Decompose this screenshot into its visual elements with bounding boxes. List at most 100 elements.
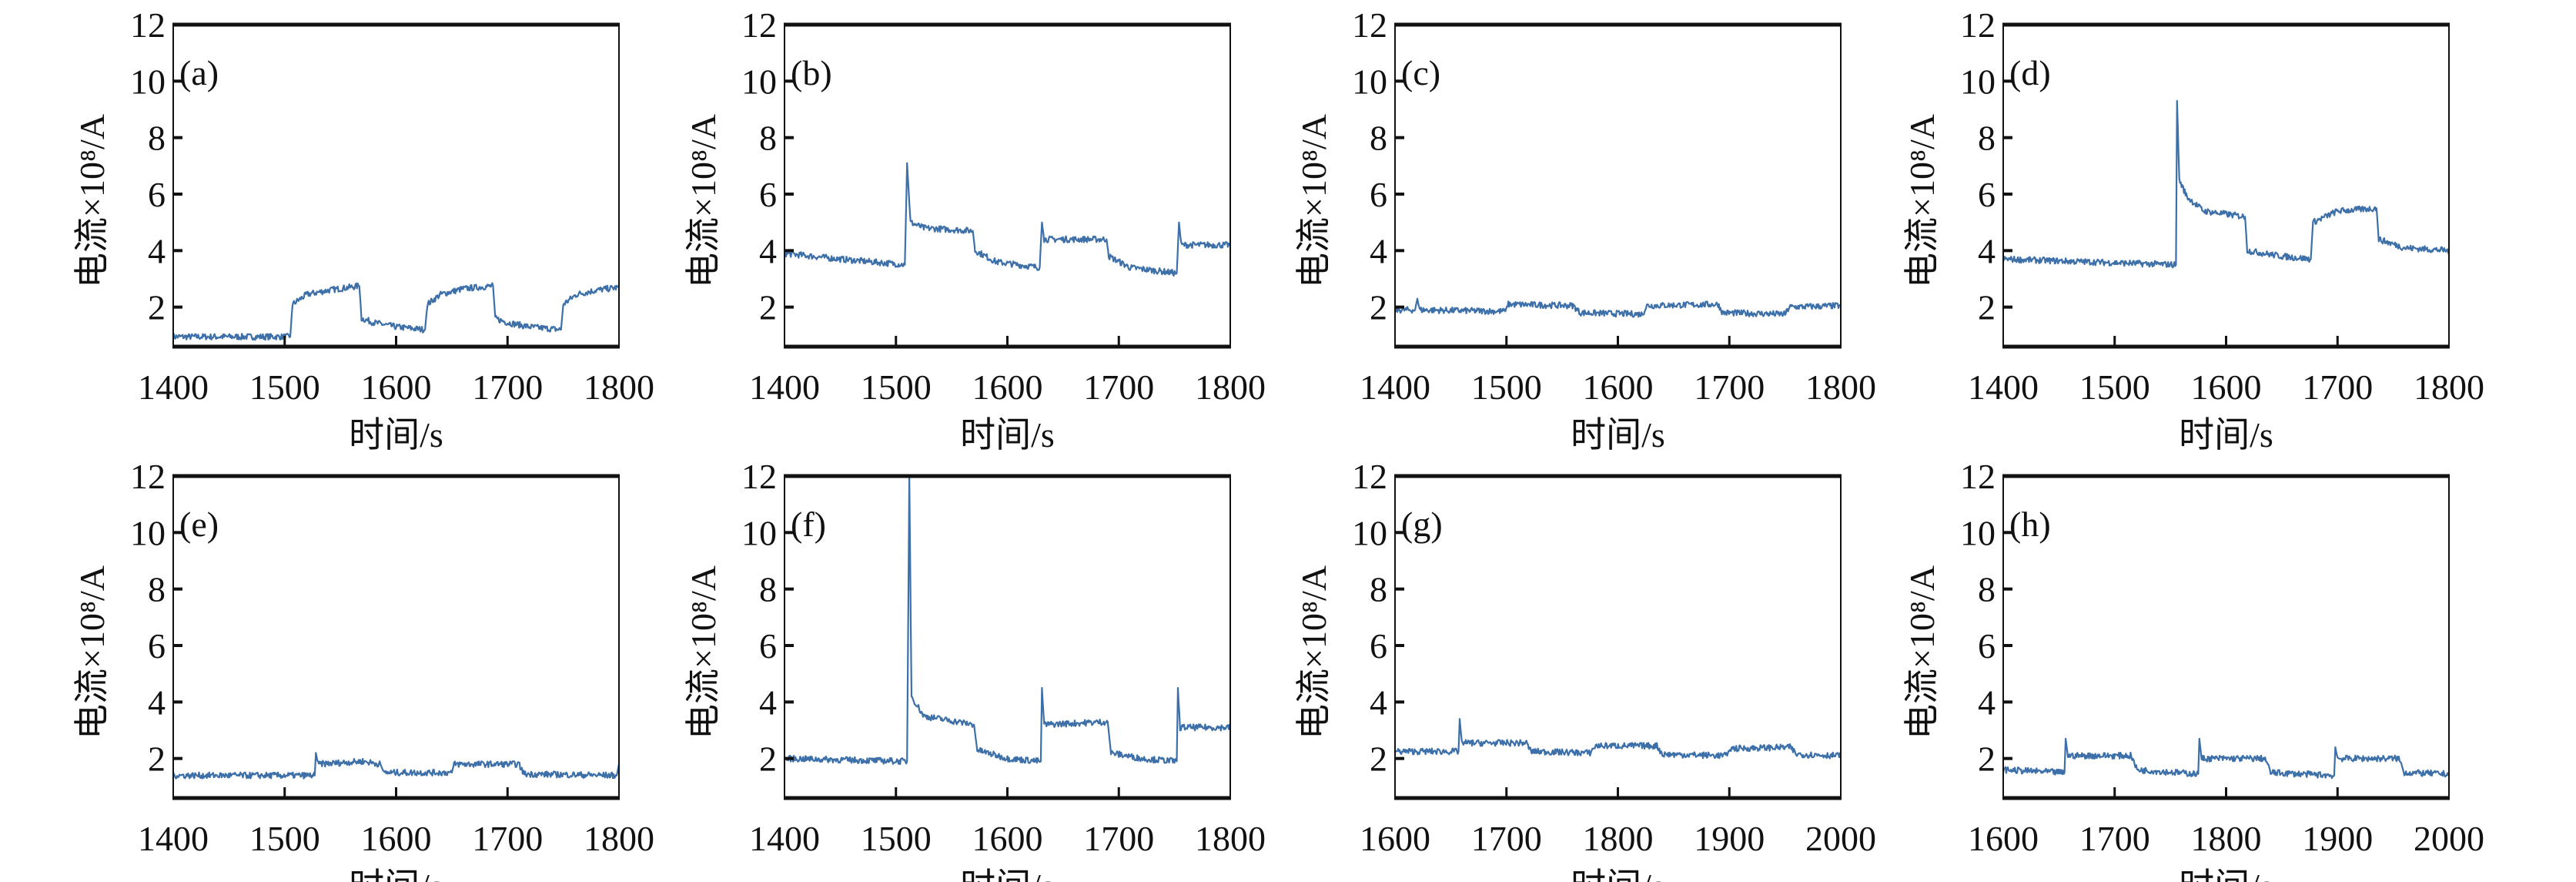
y-tick-label: 2 bbox=[759, 288, 777, 327]
y-tick-label: 8 bbox=[759, 570, 777, 609]
x-tick-label: 1600 bbox=[1360, 819, 1430, 858]
x-tick-label: 1800 bbox=[584, 819, 654, 858]
x-tick-label: 1800 bbox=[584, 367, 654, 407]
plot-frame bbox=[2002, 24, 2450, 347]
x-axis-label: 时间/s bbox=[960, 867, 1055, 882]
y-tick-label: 2 bbox=[1370, 288, 1387, 327]
y-tick-label: 8 bbox=[1370, 119, 1387, 158]
y-tick-label: 2 bbox=[1370, 739, 1387, 779]
y-axis-label: 电流×10⁸/A bbox=[1294, 565, 1333, 739]
x-tick-label: 1400 bbox=[138, 819, 209, 858]
y-tick-label: 12 bbox=[1960, 5, 1996, 45]
x-tick-label: 1500 bbox=[2079, 367, 2150, 407]
y-tick-label: 12 bbox=[741, 457, 777, 496]
x-tick-label: 1500 bbox=[861, 819, 932, 858]
x-tick-label: 1600 bbox=[972, 819, 1043, 858]
data-line bbox=[1393, 297, 1842, 318]
x-axis-label: 时间/s bbox=[2179, 867, 2273, 882]
x-tick-label: 1700 bbox=[472, 819, 543, 858]
y-tick-label: 4 bbox=[1370, 682, 1387, 722]
panel-a: 2 4 6 8 10 12 1400 1500 1600 1700 1800 时间/s 电流×10⁸/A… bbox=[72, 5, 654, 454]
y-tick-label: 4 bbox=[148, 682, 166, 722]
data-line bbox=[783, 475, 1232, 766]
panel-label: (d) bbox=[2009, 53, 2051, 92]
x-tick-label: 1600 bbox=[361, 819, 432, 858]
x-tick-label: 1600 bbox=[361, 367, 432, 407]
x-tick-label: 1700 bbox=[472, 367, 543, 407]
y-tick-label: 10 bbox=[1960, 62, 1996, 101]
panel-label: (e) bbox=[179, 505, 219, 544]
y-tick-label: 10 bbox=[741, 513, 777, 552]
y-tick-label: 12 bbox=[130, 5, 166, 45]
y-tick-label: 4 bbox=[1370, 231, 1387, 270]
y-tick-label: 10 bbox=[1960, 513, 1996, 552]
x-tick-label: 1400 bbox=[749, 819, 820, 858]
y-tick-label: 4 bbox=[759, 682, 777, 722]
y-tick-label: 8 bbox=[759, 119, 777, 158]
y-tick-label: 6 bbox=[759, 626, 777, 666]
y-tick-label: 8 bbox=[1978, 119, 1996, 158]
y-tick-label: 2 bbox=[148, 739, 166, 779]
y-axis-label: 电流×10⁸/A bbox=[1902, 114, 1942, 288]
y-tick-label: 10 bbox=[130, 513, 166, 552]
panel-b: 2 4 6 8 10 12 1400 1500 1600 1700 1800 时间/s 电流×10⁸/A… bbox=[684, 5, 1266, 454]
data-line bbox=[783, 162, 1231, 277]
plot-frame bbox=[2002, 475, 2450, 799]
panel-label: (a) bbox=[179, 53, 219, 92]
x-axis-label: 时间/s bbox=[960, 415, 1055, 454]
x-axis-label: 时间/s bbox=[2179, 415, 2273, 454]
x-tick-label: 1800 bbox=[2414, 367, 2484, 407]
panel-label: (c) bbox=[1401, 53, 1440, 92]
x-tick-label: 1700 bbox=[2302, 367, 2373, 407]
x-tick-label: 1700 bbox=[1083, 819, 1154, 858]
x-tick-label: 1900 bbox=[1694, 819, 1765, 858]
y-tick-label: 4 bbox=[1978, 231, 1996, 270]
panel-label: (f) bbox=[791, 505, 826, 544]
y-axis-label: 电流×10⁸/A bbox=[72, 114, 112, 288]
x-tick-label: 1500 bbox=[1471, 367, 1542, 407]
y-tick-label: 8 bbox=[148, 570, 166, 609]
x-tick-label: 1600 bbox=[972, 367, 1043, 407]
plot-frame bbox=[784, 475, 1231, 799]
x-tick-label: 1400 bbox=[1360, 367, 1430, 407]
panel-g: 2 4 6 8 10 12 1600 1700 1800 1900 2000 时间/s 电流×10⁸/A… bbox=[1294, 457, 1876, 882]
panel-c: 2 4 6 8 10 12 1400 1500 1600 1700 1800 时间/s 电流×10⁸/A… bbox=[1294, 5, 1876, 454]
data-line bbox=[2002, 99, 2451, 269]
y-tick-label: 10 bbox=[1352, 513, 1387, 552]
x-axis-label: 时间/s bbox=[1571, 415, 1665, 454]
y-tick-label: 10 bbox=[741, 62, 777, 101]
y-tick-label: 12 bbox=[1352, 457, 1387, 496]
panel-label: (b) bbox=[791, 53, 832, 92]
plot-frame bbox=[172, 24, 620, 347]
x-tick-label: 1400 bbox=[749, 367, 820, 407]
y-axis-label: 电流×10⁸/A bbox=[1902, 565, 1942, 739]
panel-e: 2 4 6 8 10 12 1400 1500 1600 1700 1800 时间/s 电流×10⁸/A… bbox=[72, 457, 654, 882]
y-tick-label: 6 bbox=[148, 626, 166, 666]
y-tick-label: 8 bbox=[148, 119, 166, 158]
y-tick-label: 8 bbox=[1370, 570, 1387, 609]
x-tick-label: 2000 bbox=[1805, 819, 1876, 858]
x-tick-label: 2000 bbox=[2414, 819, 2484, 858]
y-axis-label: 电流×10⁸/A bbox=[684, 565, 723, 739]
y-tick-label: 6 bbox=[1978, 175, 1996, 214]
data-line bbox=[172, 752, 621, 780]
panel-label: (g) bbox=[1401, 505, 1443, 544]
panel-f: 2 4 6 8 10 12 1400 1500 1600 1700 1800 时间/s 电流×10⁸/A… bbox=[684, 457, 1266, 882]
x-tick-label: 1700 bbox=[1083, 367, 1154, 407]
x-tick-label: 1600 bbox=[1968, 819, 2039, 858]
panel-h: 2 4 6 8 10 12 1600 1700 1800 1900 2000 时间/s 电流×10⁸/A… bbox=[1902, 457, 2484, 882]
y-tick-label: 2 bbox=[148, 288, 166, 327]
y-tick-label: 2 bbox=[1978, 288, 1996, 327]
plot-frame bbox=[784, 24, 1231, 347]
x-tick-label: 1800 bbox=[1583, 819, 1654, 858]
panel-label: (h) bbox=[2009, 505, 2051, 544]
y-tick-label: 10 bbox=[1352, 62, 1387, 101]
y-tick-label: 6 bbox=[1370, 626, 1387, 666]
plot-frame bbox=[172, 475, 620, 799]
x-tick-label: 1500 bbox=[861, 367, 932, 407]
y-tick-label: 12 bbox=[1960, 457, 1996, 496]
y-axis-label: 电流×10⁸/A bbox=[72, 565, 112, 739]
x-tick-label: 1800 bbox=[2191, 819, 2262, 858]
y-axis-label: 电流×10⁸/A bbox=[1294, 114, 1333, 288]
